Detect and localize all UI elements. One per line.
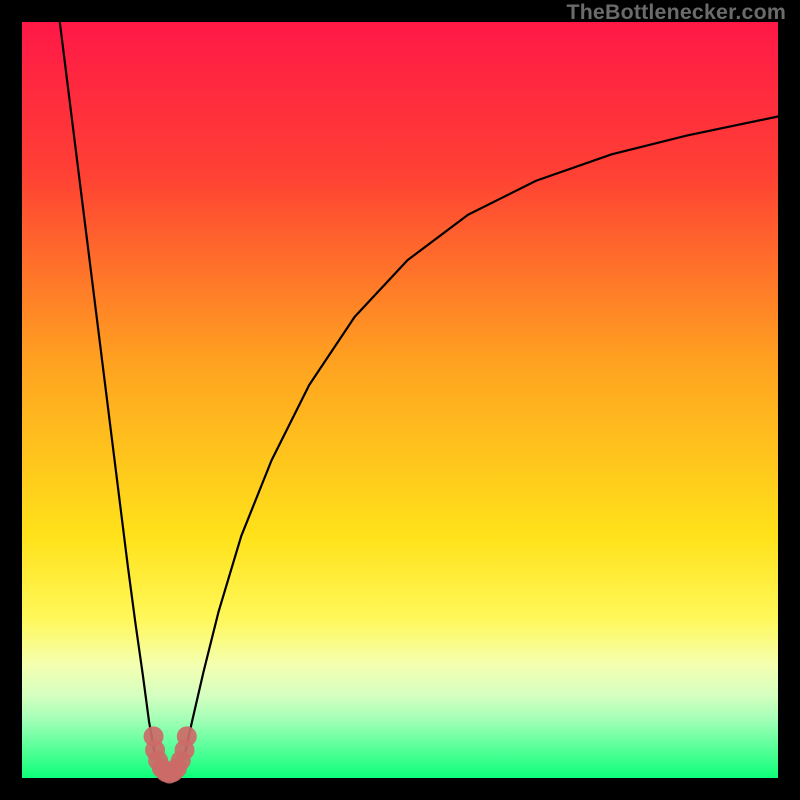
bottleneck-curve-chart <box>0 0 800 800</box>
plot-gradient-background <box>22 22 778 778</box>
optimum-dot <box>177 726 197 746</box>
